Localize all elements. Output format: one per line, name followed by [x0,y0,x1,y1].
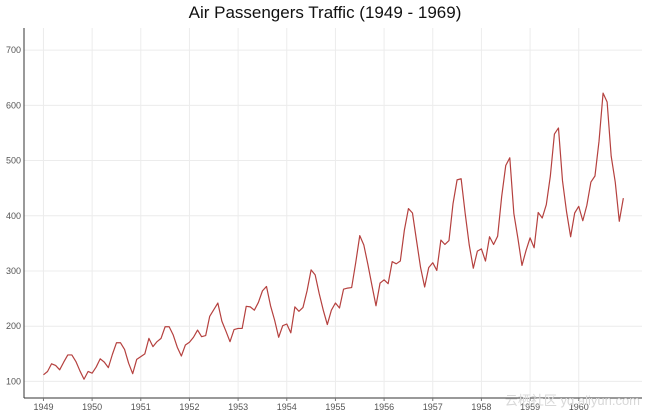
x-tick-label: 1951 [131,402,151,412]
chart-title: Air Passengers Traffic (1949 - 1969) [189,3,462,22]
x-tick-label: 1955 [325,402,345,412]
x-axis-ticks: 1949 1950 1951 1952 1953 1954 1955 1956 1957 1958… [33,398,589,412]
y-tick-label: 500 [6,156,21,166]
y-tick-label: 400 [6,211,21,221]
x-tick-label: 1954 [277,402,297,412]
x-tick-label: 1958 [471,402,491,412]
series-line-passengers [43,92,624,380]
x-tick-label: 1957 [423,402,443,412]
y-tick-label: 300 [6,266,21,276]
x-gridlines [42,28,580,398]
x-tick-label: 1952 [179,402,199,412]
watermark-text: 云栖社区 yq.aliyun.com [505,393,640,408]
x-tick-label: 1950 [82,402,102,412]
y-gridlines [24,49,642,382]
y-tick-label: 100 [6,376,21,386]
x-tick-label: 1956 [374,402,394,412]
y-tick-label: 200 [6,321,21,331]
y-tick-label: 700 [6,45,21,55]
x-tick-label: 1959 [520,402,540,412]
x-tick-label: 1953 [228,402,248,412]
x-tick-label: 1949 [33,402,53,412]
y-axis-ticks: 100 200 300 400 500 600 700 [6,45,21,386]
x-tick-label: 1960 [569,402,589,412]
y-tick-label: 600 [6,100,21,110]
series-layer [43,92,624,380]
